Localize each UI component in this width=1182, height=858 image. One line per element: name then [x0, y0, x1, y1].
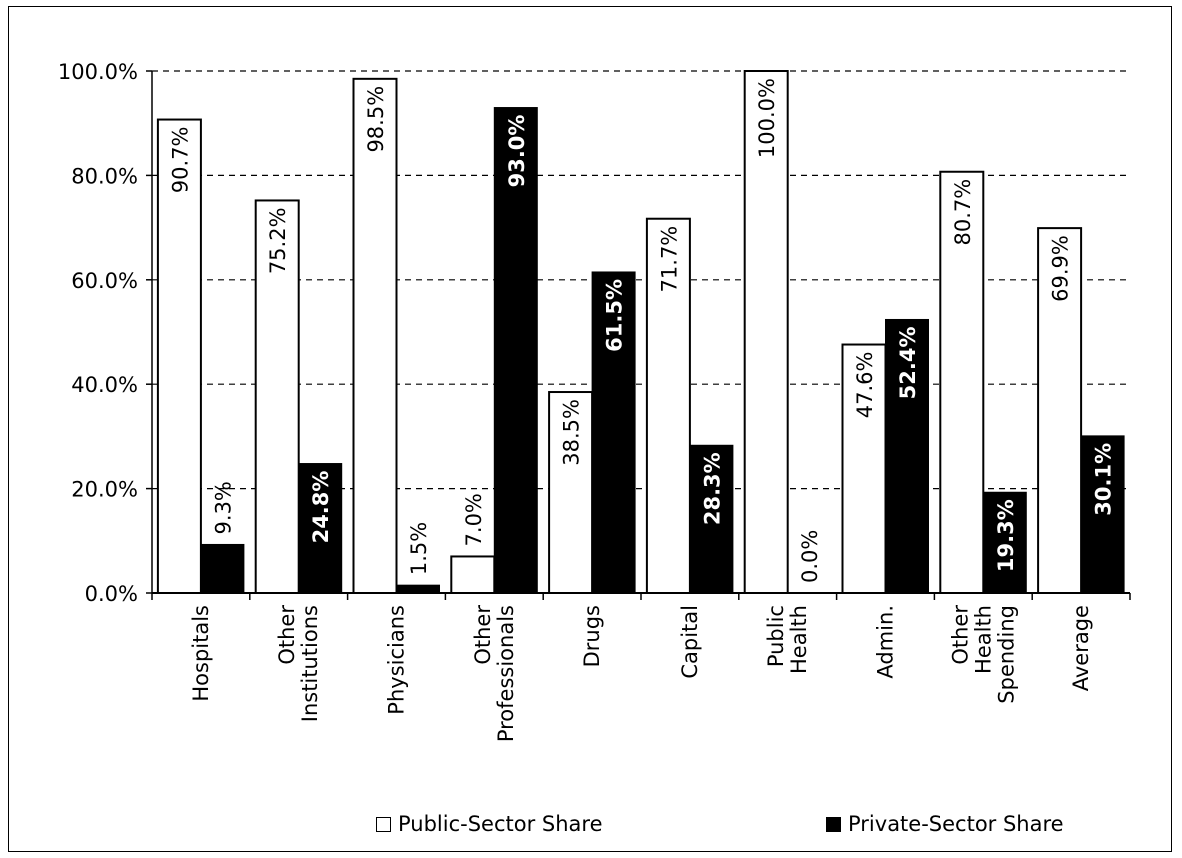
category-label: Other: [275, 605, 299, 665]
data-label-public: 98.5%: [364, 86, 388, 153]
legend-public-label: Public-Sector Share: [398, 812, 603, 836]
category-label: Other: [471, 605, 495, 665]
data-label-public: 90.7%: [168, 127, 192, 194]
data-label-public: 69.9%: [1049, 235, 1073, 302]
bar-public: [156, 118, 202, 595]
category-label: Health: [971, 605, 995, 674]
private-swatch-icon: [826, 816, 841, 832]
bar-private: [1080, 435, 1125, 594]
bar-public: [254, 199, 300, 594]
data-label-public: 7.0%: [462, 493, 486, 546]
category-label: Average: [1069, 605, 1093, 691]
data-label-private: 93.0%: [505, 115, 529, 188]
category-label: Professionals: [494, 605, 518, 742]
data-label-public: 71.7%: [657, 226, 681, 293]
category-label: Public: [764, 605, 788, 667]
data-label-private: 52.4%: [896, 326, 920, 399]
category-label: Physicians: [385, 605, 409, 715]
bar-private: [885, 318, 929, 594]
data-label-public: 38.5%: [560, 399, 584, 466]
bar-public: [352, 77, 398, 594]
data-label-private: 9.3%: [211, 481, 235, 534]
data-label-public: 47.6%: [853, 352, 877, 419]
bar-private: [396, 584, 440, 594]
data-label-public: 100.0%: [755, 78, 779, 158]
data-label-private: 19.3%: [994, 499, 1018, 572]
category-label: Health: [787, 605, 811, 674]
chart-frame: [8, 6, 1172, 852]
category-label: Drugs: [580, 605, 604, 667]
data-label-private: 30.1%: [1092, 443, 1116, 516]
y-tick-label: 40.0%: [71, 373, 138, 397]
data-label-public: 80.7%: [951, 179, 975, 246]
data-label-private: 24.8%: [309, 471, 333, 544]
category-label: Institutions: [298, 605, 322, 722]
category-label: Admin.: [874, 605, 898, 679]
y-tick-label: 60.0%: [71, 269, 138, 293]
y-tick-label: 20.0%: [71, 478, 138, 502]
legend-private-label: Private-Sector Share: [848, 812, 1064, 836]
data-label-private: 28.3%: [700, 452, 724, 525]
category-label: Hospitals: [189, 605, 213, 702]
data-label-private: 1.5%: [407, 522, 431, 575]
category-label: Capital: [678, 605, 702, 679]
bar-private: [200, 543, 245, 594]
category-label: Other: [948, 605, 972, 665]
legend-private: Private-Sector Share: [826, 812, 1064, 836]
data-label-public: 75.2%: [266, 207, 290, 274]
legend-public: Public-Sector Share: [376, 812, 603, 836]
bar-private: [689, 444, 734, 594]
data-label-private: 0.0%: [798, 530, 822, 583]
y-tick-label: 100.0%: [58, 60, 138, 84]
y-tick-label: 80.0%: [71, 164, 138, 188]
bar-public: [450, 555, 496, 595]
bar-public: [939, 170, 985, 594]
data-label-private: 61.5%: [603, 279, 627, 352]
y-tick-label: 0.0%: [85, 582, 138, 606]
bar-private: [982, 491, 1027, 594]
bar-public: [1037, 227, 1083, 594]
public-swatch-icon: [376, 816, 391, 832]
bar-public: [743, 70, 789, 594]
category-label: Spending: [994, 605, 1018, 704]
bar-public: [841, 343, 887, 595]
